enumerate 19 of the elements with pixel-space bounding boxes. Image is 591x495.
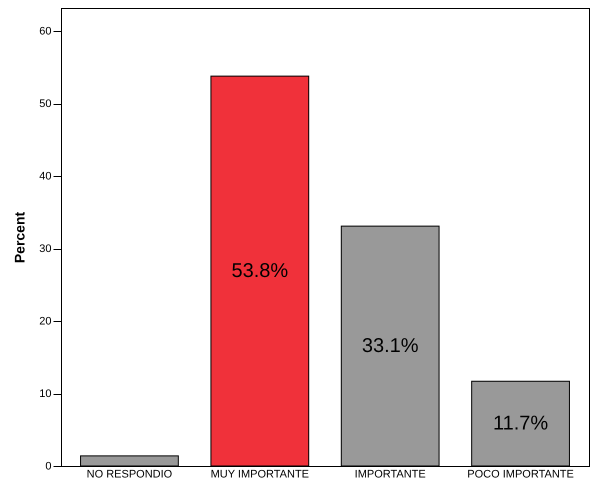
y-tick-label: 20 bbox=[39, 316, 52, 328]
data-label: 33.1% bbox=[362, 335, 419, 358]
x-tick-label: NO RESPONDIO bbox=[86, 468, 173, 480]
bar bbox=[471, 380, 570, 466]
x-tick-label: IMPORTANTE bbox=[354, 468, 426, 480]
y-tick-label: 50 bbox=[39, 98, 52, 110]
data-label: 11.7% bbox=[492, 412, 548, 435]
y-tick-label: 40 bbox=[39, 170, 52, 183]
y-axis-title: Percent bbox=[11, 211, 28, 264]
bar bbox=[340, 226, 440, 466]
y-tick-label: 10 bbox=[39, 388, 52, 400]
y-tick-label: 0 bbox=[45, 460, 52, 472]
bar bbox=[210, 76, 310, 466]
y-tick-label: 30 bbox=[39, 243, 52, 256]
data-label: 53.8% bbox=[231, 260, 288, 282]
y-tick-label: 60 bbox=[39, 26, 52, 38]
bar bbox=[80, 455, 179, 466]
x-tick-label: POCO IMPORTANTE bbox=[467, 468, 574, 480]
x-tick-label: MUY IMPORTANTE bbox=[210, 468, 310, 480]
